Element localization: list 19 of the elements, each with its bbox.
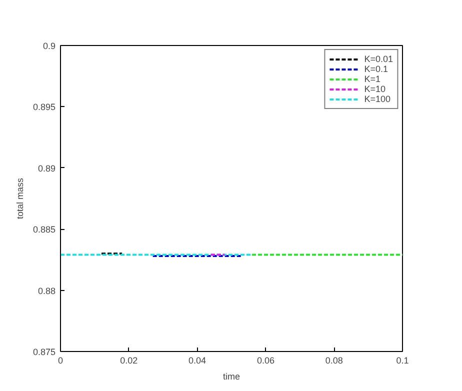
y-tick-label: 0.875 xyxy=(32,347,56,357)
x-axis-title: time xyxy=(223,372,240,382)
y-tick-label: 0.88 xyxy=(38,286,56,296)
legend-label: K=100 xyxy=(364,94,390,104)
legend-label: K=10 xyxy=(364,84,386,94)
y-tick-label: 0.9 xyxy=(42,41,56,51)
x-tick-label: 0.1 xyxy=(396,356,409,366)
x-tick-label: 0.06 xyxy=(256,356,274,366)
x-tick-label: 0.08 xyxy=(325,356,343,366)
y-tick-label: 0.885 xyxy=(32,224,56,235)
x-tick-label: 0.04 xyxy=(188,356,206,366)
x-tick-label: 0.02 xyxy=(120,356,138,366)
legend-label: K=1 xyxy=(364,74,382,84)
legend-label: K=0.1 xyxy=(364,64,388,74)
y-axis-title: total mass xyxy=(14,177,25,220)
x-tick-label: 0 xyxy=(58,356,64,366)
y-tick-label: 0.895 xyxy=(32,102,56,112)
legend-label: K=0.01 xyxy=(364,54,393,64)
y-tick-label: 0.89 xyxy=(38,163,56,174)
